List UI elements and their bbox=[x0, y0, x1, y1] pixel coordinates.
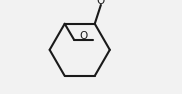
Text: O: O bbox=[80, 31, 88, 41]
Text: O: O bbox=[97, 0, 105, 6]
